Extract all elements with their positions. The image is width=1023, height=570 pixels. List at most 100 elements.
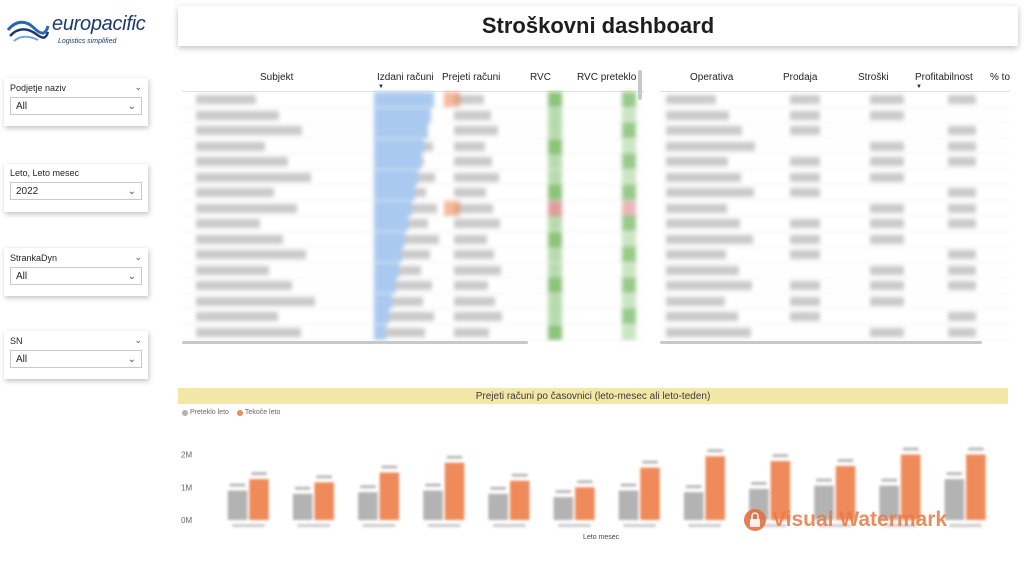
horizontal-scrollbar[interactable] — [660, 341, 982, 344]
bar-tekoce[interactable] — [379, 472, 400, 520]
bar-tekoce[interactable] — [575, 487, 595, 520]
table-row[interactable] — [660, 170, 1010, 185]
table-row[interactable] — [660, 201, 1010, 216]
table-row[interactable] — [660, 294, 1010, 309]
column-header-prodaja[interactable]: Prodaja — [783, 72, 818, 83]
column-header-subjekt[interactable]: Subjekt — [260, 72, 294, 83]
data-label-placeholder — [229, 483, 246, 487]
table-body — [660, 92, 1010, 340]
column-header-rvc[interactable]: RVC — [530, 72, 551, 83]
table-row[interactable] — [182, 231, 644, 247]
horizontal-scrollbar[interactable] — [182, 341, 528, 344]
table-row[interactable] — [182, 309, 644, 325]
table-row[interactable] — [182, 278, 644, 294]
table-row[interactable] — [182, 293, 644, 309]
column-header-stroski[interactable]: Stroški — [858, 72, 889, 83]
bar-preteklo[interactable] — [358, 492, 378, 520]
bar-preteklo[interactable] — [618, 490, 639, 520]
column-header-rvc-preteklo[interactable]: RVC preteklo — [577, 72, 637, 83]
table-row[interactable] — [182, 107, 644, 123]
slicer-dropdown[interactable]: All ⌄ — [10, 350, 142, 368]
data-label-placeholder — [316, 475, 332, 479]
bar-tekoce[interactable] — [705, 456, 725, 520]
data-label-placeholder — [751, 481, 767, 485]
subjekt-table[interactable]: Subjekt Izdani računi ▼ Prejeti računi R… — [182, 66, 644, 342]
bar-tekoce[interactable] — [835, 466, 856, 520]
table-row[interactable] — [182, 324, 644, 340]
table-row[interactable] — [182, 169, 644, 185]
column-header-prejeti-racuni[interactable]: Prejeti računi — [442, 72, 501, 83]
table-row[interactable] — [182, 200, 644, 216]
bar-preteklo[interactable] — [553, 497, 574, 520]
vertical-scrollbar[interactable] — [638, 70, 642, 100]
y-tick-label: 2M — [181, 451, 192, 460]
bar-tekoce[interactable] — [640, 467, 660, 520]
table-row[interactable] — [660, 263, 1010, 278]
table-row[interactable] — [660, 325, 1010, 340]
slicer-stranka-dyn[interactable]: StrankaDyn ⌄ All ⌄ — [4, 248, 148, 296]
column-header-profitabilnost[interactable]: Profitabilnost — [915, 72, 973, 83]
sort-desc-icon[interactable]: ▼ — [378, 84, 384, 90]
table-row[interactable] — [660, 154, 1010, 170]
table-row[interactable] — [660, 278, 1010, 294]
chevron-down-icon[interactable]: ⌄ — [134, 252, 142, 262]
sort-desc-icon[interactable]: ▼ — [916, 84, 922, 90]
bar-tekoce[interactable] — [770, 461, 791, 520]
table-row[interactable] — [660, 108, 1010, 123]
table-row[interactable] — [660, 232, 1010, 247]
table-row[interactable] — [660, 247, 1010, 263]
operativa-table[interactable]: Operativa Prodaja Stroški Profitabilnost… — [660, 66, 1010, 342]
chevron-down-icon[interactable]: ⌄ — [134, 335, 142, 345]
bar-preteklo[interactable] — [944, 479, 965, 520]
page-title: Stroškovni dashboard — [481, 13, 715, 38]
bar-preteklo[interactable] — [292, 493, 313, 520]
bar-preteklo[interactable] — [423, 490, 443, 520]
data-label-placeholder — [902, 447, 919, 451]
slicer-leto-mesec[interactable]: Leto, Leto mesec 2022 ⌄ — [4, 164, 148, 212]
bar-preteklo[interactable] — [227, 490, 248, 520]
table-row[interactable] — [182, 138, 644, 154]
slicer-dropdown[interactable]: All ⌄ — [10, 97, 142, 115]
table-row[interactable] — [660, 216, 1010, 232]
data-label-placeholder — [511, 473, 528, 477]
bar-chart[interactable]: 2M 1M 0M Leto mesec — [178, 430, 1008, 548]
table-row[interactable] — [182, 185, 644, 201]
table-row[interactable] — [182, 247, 644, 263]
legend-item-tekoce[interactable]: Tekoče leto — [236, 409, 280, 416]
column-header-operativa[interactable]: Operativa — [690, 72, 734, 83]
slicer-podjetje-naziv[interactable]: Podjetje naziv ⌄ All ⌄ — [4, 78, 148, 126]
bar-tekoce[interactable] — [900, 454, 921, 520]
bar-preteklo[interactable] — [683, 492, 704, 520]
bar-tekoce[interactable] — [444, 462, 465, 520]
bar-tekoce[interactable] — [249, 479, 269, 520]
chart-title: Prejeti računi po časovnici (leto-mesec … — [178, 388, 1008, 404]
bar-preteklo[interactable] — [814, 485, 834, 520]
bar-tekoce[interactable] — [966, 454, 986, 520]
table-row[interactable] — [660, 123, 1010, 139]
slicer-dropdown[interactable]: 2022 ⌄ — [10, 182, 142, 200]
chevron-down-icon[interactable]: ⌄ — [127, 100, 136, 112]
chevron-down-icon[interactable]: ⌄ — [127, 270, 136, 282]
bar-tekoce[interactable] — [509, 480, 530, 520]
table-row[interactable] — [660, 139, 1010, 154]
legend-item-preteklo[interactable]: Preteklo leto — [182, 409, 229, 416]
table-row[interactable] — [182, 262, 644, 278]
table-row[interactable] — [660, 92, 1010, 108]
chevron-down-icon[interactable]: ⌄ — [127, 185, 136, 197]
slicer-dropdown[interactable]: All ⌄ — [10, 267, 142, 285]
bar-preteklo[interactable] — [879, 485, 899, 520]
table-row[interactable] — [660, 185, 1010, 201]
table-row[interactable] — [182, 123, 644, 139]
chevron-down-icon[interactable]: ⌄ — [127, 353, 136, 365]
column-header-pct[interactable]: % to — [990, 72, 1010, 83]
table-row[interactable] — [182, 154, 644, 170]
bar-tekoce[interactable] — [314, 482, 334, 520]
table-row[interactable] — [182, 216, 644, 232]
slicer-sn[interactable]: SN ⌄ All ⌄ — [4, 331, 148, 379]
column-header-izdani-racuni[interactable]: Izdani računi — [377, 72, 434, 83]
chevron-down-icon[interactable]: ⌄ — [134, 82, 142, 92]
data-label-placeholder — [446, 455, 463, 459]
table-row[interactable] — [182, 92, 644, 108]
bar-preteklo[interactable] — [488, 493, 508, 520]
table-row[interactable] — [660, 309, 1010, 325]
